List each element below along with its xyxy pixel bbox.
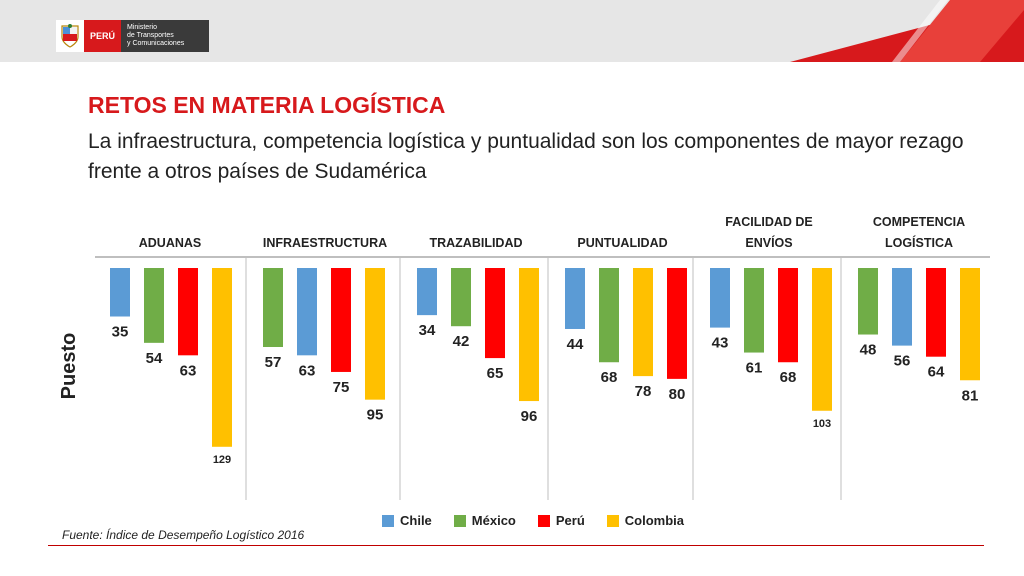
- data-label-competencia-logistica-colombia: 81: [962, 387, 979, 404]
- data-label-facilidad-de-envios-chile: 43: [712, 335, 729, 352]
- footer-divider: [48, 545, 984, 546]
- bar-trazabilidad-colombia: [519, 268, 539, 402]
- legend-label-chile: Chile: [400, 513, 432, 528]
- legend-item-colombia: Colombia: [606, 513, 685, 528]
- bar-infraestructura-mexico: [263, 268, 283, 348]
- group-label-aduanas: ADUANAS: [139, 236, 202, 250]
- data-label-competencia-logistica-mexico: 48: [860, 342, 877, 359]
- bar-puntualidad-colombia: [633, 268, 653, 377]
- data-label-aduanas-colombia: 129: [213, 454, 231, 466]
- chart-legend: Chile México Perú Colombia: [382, 513, 706, 528]
- data-label-facilidad-de-envios-colombia: 103: [813, 418, 831, 430]
- legend-swatch-peru: [537, 514, 550, 527]
- coat-of-arms-icon: [56, 20, 84, 52]
- ministry-line-2: de Transportes: [127, 32, 174, 39]
- legend-swatch-colombia: [606, 514, 619, 527]
- bar-competencia-logistica-mexico: [858, 268, 878, 335]
- legend-swatch-mexico: [453, 514, 466, 527]
- source-note: Fuente: Índice de Desempeño Logístico 20…: [62, 528, 305, 542]
- logo-peru-label: PERÚ: [84, 20, 122, 52]
- data-label-competencia-logistica-peru: 64: [928, 364, 945, 381]
- bar-puntualidad-mexico: [599, 268, 619, 363]
- data-label-facilidad-de-envios-mexico: 61: [746, 360, 763, 377]
- group-label-competencia-logistica: LOGÍSTICA: [885, 235, 953, 250]
- group-label-competencia-logistica: COMPETENCIA: [873, 215, 965, 229]
- ministry-logo: PERÚ Ministerio de Transportes y Comunic…: [56, 20, 210, 52]
- bar-aduanas-colombia: [212, 268, 232, 447]
- bar-aduanas-chile: [110, 268, 130, 317]
- data-label-puntualidad-peru: 80: [669, 386, 686, 403]
- bar-facilidad-de-envios-chile: [710, 268, 730, 328]
- group-label-puntualidad: PUNTUALIDAD: [577, 236, 667, 250]
- bar-trazabilidad-mexico: [451, 268, 471, 327]
- data-label-trazabilidad-peru: 65: [487, 365, 504, 382]
- bar-facilidad-de-envios-colombia: [812, 268, 832, 411]
- data-label-infraestructura-peru: 75: [333, 379, 350, 396]
- group-label-facilidad-de-envios: ENVÍOS: [745, 235, 792, 250]
- bar-trazabilidad-chile: [417, 268, 437, 316]
- legend-item-mexico: México: [453, 513, 516, 528]
- legend-swatch-chile: [382, 514, 394, 527]
- data-label-competencia-logistica-chile: 56: [894, 353, 911, 370]
- data-label-trazabilidad-mexico: 42: [453, 333, 470, 350]
- bar-competencia-logistica-peru: [926, 268, 946, 357]
- bar-trazabilidad-peru: [485, 268, 505, 359]
- bar-infraestructura-colombia: [365, 268, 385, 400]
- data-label-trazabilidad-colombia: 96: [521, 408, 538, 425]
- bar-infraestructura-chile: [297, 268, 317, 356]
- page-title: RETOS EN MATERIA LOGÍSTICA: [88, 92, 446, 118]
- bar-puntualidad-peru: [667, 268, 687, 379]
- legend-item-chile: Chile: [382, 513, 432, 528]
- data-label-facilidad-de-envios-peru: 68: [780, 369, 797, 386]
- bar-aduanas-peru: [178, 268, 198, 356]
- bar-aduanas-mexico: [144, 268, 164, 343]
- data-label-aduanas-chile: 35: [112, 324, 129, 341]
- data-label-infraestructura-colombia: 95: [367, 407, 384, 424]
- data-label-aduanas-mexico: 54: [146, 350, 163, 367]
- bar-puntualidad-chile: [565, 268, 585, 329]
- legend-label-peru: Perú: [555, 513, 585, 528]
- data-label-puntualidad-colombia: 78: [635, 383, 652, 400]
- bar-competencia-logistica-colombia: [960, 268, 980, 381]
- data-label-infraestructura-chile: 63: [299, 362, 316, 379]
- data-label-trazabilidad-chile: 34: [419, 322, 436, 339]
- ministry-line-3: y Comunicaciones: [127, 40, 185, 47]
- legend-item-peru: Perú: [537, 513, 585, 528]
- ministry-line-1: Ministerio: [127, 24, 157, 31]
- legend-label-mexico: México: [471, 513, 516, 528]
- bar-facilidad-de-envios-mexico: [744, 268, 764, 353]
- group-label-facilidad-de-envios: FACILIDAD DE: [725, 215, 813, 229]
- logo-ministry-text: Ministerio de Transportes y Comunicacion…: [121, 20, 210, 52]
- group-label-trazabilidad: TRAZABILIDAD: [429, 236, 522, 250]
- y-axis-label: Puesto: [58, 333, 80, 400]
- bar-competencia-logistica-chile: [892, 268, 912, 346]
- bar-facilidad-de-envios-peru: [778, 268, 798, 363]
- data-label-puntualidad-chile: 44: [567, 336, 584, 353]
- page-subtitle: La infraestructura, competencia logístic…: [88, 130, 964, 183]
- bar-infraestructura-peru: [331, 268, 351, 372]
- legend-label-colombia: Colombia: [624, 513, 685, 528]
- data-label-aduanas-peru: 63: [180, 362, 197, 379]
- group-label-infraestructura: INFRAESTRUCTURA: [263, 236, 387, 250]
- banner-red-stripes: [790, 0, 1024, 62]
- data-label-puntualidad-mexico: 68: [601, 369, 618, 386]
- data-label-infraestructura-mexico: 57: [265, 354, 282, 371]
